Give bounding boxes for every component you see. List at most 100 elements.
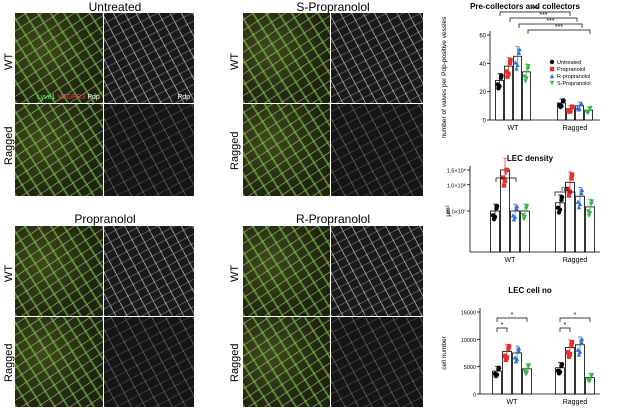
x-tick-label: WT (508, 125, 520, 132)
significance-label: * (505, 172, 508, 179)
data-point (524, 370, 530, 376)
y-tick-label: 1.0×10⁸ (447, 182, 466, 189)
x-tick-label: WT (505, 257, 517, 264)
data-point (506, 346, 511, 351)
data-point (494, 372, 500, 377)
micrograph-propranolol-wt-merge (15, 226, 103, 316)
data-point (567, 351, 573, 357)
chart-svg: 5.0×10⁷ 1.0×10⁸ 1.5×10⁸ μm² WT Ragged * ns (445, 157, 600, 264)
legend-label: S-Propranolol (557, 81, 591, 87)
y-tick-label: 20 (479, 90, 486, 96)
data-point (494, 206, 499, 211)
data-point (589, 201, 594, 207)
data-point (498, 75, 504, 80)
data-point (511, 217, 517, 222)
channel-label-pdp-gray: Pdp (177, 94, 190, 101)
data-point (517, 46, 522, 52)
data-point (560, 99, 566, 104)
significance-bracket (554, 191, 576, 196)
significance-bracket (499, 11, 571, 16)
y-tick-label: 5.0×10⁷ (447, 209, 466, 216)
micrograph-untreated-ragged-merge (15, 104, 103, 196)
data-point (506, 71, 511, 76)
row-label-ragged: Ragged (3, 343, 15, 382)
data-point (559, 103, 564, 109)
chart-lec-density: LEC density 5.0×10⁷ 1.0×10⁸ 1.5×10⁸ μm² WT Ra… (430, 150, 617, 270)
data-point (587, 378, 593, 383)
significance-label: * (574, 312, 577, 319)
row-label-ragged: Ragged (229, 343, 241, 382)
data-point (513, 60, 518, 65)
chart-svg: 0 5000 10000 15000 cell number WT Ragged * * * * (441, 308, 600, 406)
data-point (579, 336, 585, 342)
y-axis-label: cell number (441, 335, 448, 369)
data-point (569, 339, 575, 345)
data-point (508, 57, 513, 63)
legend-label: Untreated (557, 60, 581, 66)
data-point (504, 355, 510, 360)
data-point (522, 214, 528, 220)
chart-title: LEC cell no (508, 286, 552, 295)
data-point (589, 373, 594, 379)
row-label-wt: WT (3, 264, 15, 282)
micrograph-propranolol-wt-pdp (104, 226, 194, 316)
x-tick-label: Ragged (563, 399, 588, 406)
y-tick-label: 0 (473, 393, 476, 399)
significance-label: *** (539, 12, 547, 19)
data-point (525, 66, 531, 72)
significance-label: *** (555, 24, 563, 31)
y-tick-label: 1.5×10⁸ (447, 168, 466, 175)
micrograph-r-propranolol-ragged-merge (243, 317, 330, 407)
chart-svg: 0 20 40 60 number of valves per Pdp-positive… (441, 6, 600, 139)
micrograph-s-propranolol-ragged-pdp (331, 104, 423, 196)
data-point (559, 363, 564, 368)
significance-label: * (501, 322, 504, 329)
panel-title-s-propranolol: S-Propranolol (296, 0, 370, 14)
row-label-wt: WT (229, 52, 241, 70)
y-tick-label: 0 (483, 119, 487, 125)
data-point (492, 214, 498, 220)
panel-title-untreated: Untreated (88, 0, 142, 14)
data-point (514, 356, 520, 362)
data-point (569, 172, 575, 177)
chart-lec-cell-no: LEC cell no 0 5000 10000 15000 cell number WT… (430, 282, 617, 408)
significance-bracket (518, 23, 583, 28)
row-label-ragged: Ragged (3, 126, 15, 165)
data-point (512, 214, 518, 220)
data-point (569, 105, 575, 110)
x-tick-label: Ragged (563, 257, 588, 264)
data-point (587, 211, 593, 216)
data-point (526, 364, 531, 370)
panel-title-r-propranolol: R-Propranolol (295, 212, 371, 226)
y-tick-label: 10000 (461, 338, 476, 344)
chart-title: LEC density (506, 154, 554, 163)
micrograph-propranolol-ragged-pdp (104, 317, 194, 407)
data-point (577, 201, 583, 207)
micrograph-propranolol-ragged-merge (15, 317, 103, 407)
row-label-wt: WT (3, 52, 15, 70)
significance-label: * (511, 312, 514, 319)
channel-label-vegfr3: VEGFR3 (57, 94, 86, 101)
data-point (576, 204, 582, 210)
panel-title-propranolol: Propranolol (74, 212, 136, 226)
data-point (559, 197, 564, 203)
data-point (589, 199, 595, 204)
significance-label: ns (561, 186, 569, 193)
data-point (516, 345, 522, 351)
micrograph-r-propranolol-wt-pdp (331, 226, 423, 316)
data-point (502, 178, 508, 184)
data-point (496, 366, 501, 372)
data-point (501, 183, 507, 188)
y-tick-label: 40 (479, 62, 486, 68)
y-tick-label: 5000 (464, 365, 476, 371)
data-point (579, 190, 584, 196)
data-point (526, 64, 531, 69)
significance-bracket (527, 29, 591, 34)
micrograph-r-propranolol-ragged-pdp (331, 317, 423, 407)
y-axis-label: number of valves per Pdp-positive vessle… (441, 16, 448, 139)
significance-bracket (496, 327, 508, 332)
micrograph-untreated-ragged-pdp (104, 104, 194, 196)
legend-label: Propranolol (557, 67, 585, 73)
data-point (569, 176, 574, 181)
significance-bracket (495, 177, 517, 182)
